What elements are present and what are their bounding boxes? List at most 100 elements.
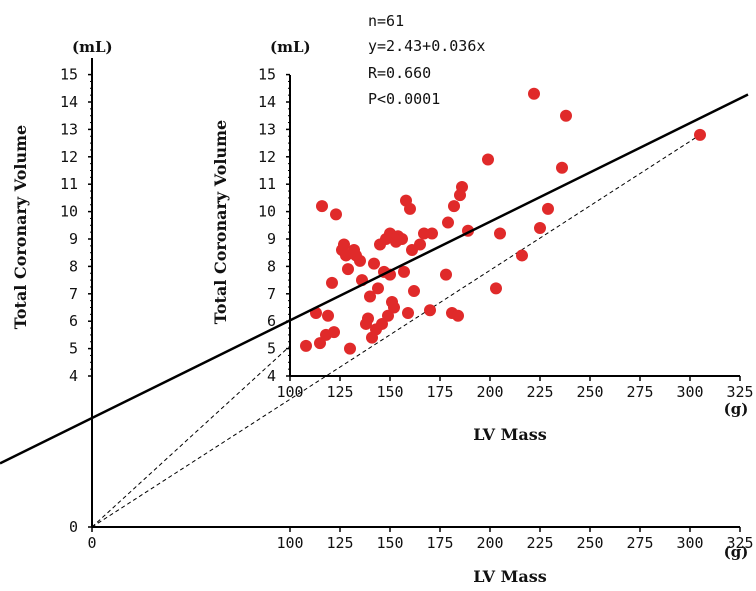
inner-x-tick-label: 100 xyxy=(276,383,303,401)
inner-x-axis-title: LV Mass xyxy=(473,425,546,444)
data-point xyxy=(534,222,546,235)
data-point xyxy=(300,339,312,352)
inner-y-tick-label: 15 xyxy=(258,66,276,84)
inner-x-tick-label: 125 xyxy=(326,383,353,401)
outer-y-unit: (mL) xyxy=(72,38,113,56)
outer-y-tick-label: 4 xyxy=(69,367,78,385)
data-point xyxy=(338,238,350,251)
data-point xyxy=(402,306,414,319)
annotation-r: R=0.660 xyxy=(368,64,431,82)
data-point xyxy=(372,282,384,295)
data-point xyxy=(368,257,380,270)
reference-line-origin-to-inset xyxy=(91,345,291,528)
inner-x-tick-label: 225 xyxy=(526,383,553,401)
outer-x-axis-title: LV Mass xyxy=(473,567,546,586)
data-point xyxy=(364,290,376,303)
outer-y-tick-label: 8 xyxy=(69,257,78,275)
inner-y-unit: (mL) xyxy=(270,38,311,56)
data-point xyxy=(322,309,334,322)
outer-x-tick-label: 225 xyxy=(526,534,553,552)
data-point xyxy=(556,161,568,174)
data-point xyxy=(452,309,464,322)
inner-y-tick-label: 9 xyxy=(267,230,276,248)
data-point xyxy=(560,109,572,122)
outer-x-tick-label: 0 xyxy=(87,534,96,552)
data-point xyxy=(396,233,408,245)
inner-x-tick-label: 150 xyxy=(376,383,403,401)
outer-x-tick-label: 325 xyxy=(726,534,753,552)
inner-y-tick-label: 14 xyxy=(258,93,276,111)
inner-x-unit: (g) xyxy=(724,400,749,418)
outer-y-axis-title: Total Coronary Volume xyxy=(11,125,30,329)
inner-y-tick-label: 10 xyxy=(258,203,276,221)
outer-y-tick-label: 5 xyxy=(69,340,78,358)
outer-y-tick-label: 14 xyxy=(60,93,78,111)
data-point xyxy=(362,312,374,325)
data-point xyxy=(494,227,506,240)
data-point xyxy=(414,238,426,251)
data-point xyxy=(330,208,342,221)
data-point xyxy=(354,254,366,267)
data-point xyxy=(316,200,328,213)
inner-y-axis-title: Total Coronary Volume xyxy=(211,120,230,324)
outer-y-tick-label: 9 xyxy=(69,230,78,248)
data-point xyxy=(314,337,326,350)
data-point xyxy=(440,268,452,281)
outer-x-tick-label: 275 xyxy=(626,534,653,552)
data-point xyxy=(528,87,540,100)
data-point xyxy=(482,153,494,166)
data-point xyxy=(388,301,400,314)
outer-x-tick-label: 250 xyxy=(576,534,603,552)
inner-x-tick-label: 275 xyxy=(626,383,653,401)
data-point xyxy=(490,282,502,295)
outer-y-tick-label: 10 xyxy=(60,203,78,221)
outer-x-tick-label: 300 xyxy=(676,534,703,552)
inner-x-tick-label: 300 xyxy=(676,383,703,401)
regression-line xyxy=(0,93,749,465)
inner-y-tick-label: 8 xyxy=(267,257,276,275)
data-point xyxy=(328,326,340,339)
outer-x-tick-label: 175 xyxy=(426,534,453,552)
data-point xyxy=(408,285,420,298)
outer-y-tick-label: 6 xyxy=(69,312,78,330)
reference-line-origin-to-max xyxy=(91,134,701,528)
data-point xyxy=(398,265,410,278)
data-point xyxy=(542,202,554,215)
inner-y-tick-label: 12 xyxy=(258,148,276,166)
inner-x-tick-label: 175 xyxy=(426,383,453,401)
inner-x-tick-label: 325 xyxy=(726,383,753,401)
outer-x-unit: (g) xyxy=(724,543,749,561)
outer-y-tick-label: 12 xyxy=(60,148,78,166)
outer-y-tick-label: 13 xyxy=(60,120,78,138)
data-point xyxy=(344,342,356,355)
data-point xyxy=(516,249,528,262)
annotation-equation: y=2.43+0.036x xyxy=(368,37,485,55)
inner-y-tick-label: 13 xyxy=(258,120,276,138)
data-point xyxy=(442,216,454,229)
outer-x-tick-label: 200 xyxy=(476,534,503,552)
data-point xyxy=(426,227,438,240)
data-point xyxy=(424,304,436,317)
data-point xyxy=(376,317,388,330)
inner-y-tick-label: 6 xyxy=(267,312,276,330)
data-point xyxy=(326,276,338,289)
outer-y-tick-label: 0 xyxy=(69,518,78,536)
outer-x-tick-label: 150 xyxy=(376,534,403,552)
annotation-p: P<0.0001 xyxy=(368,90,440,108)
data-point xyxy=(404,202,416,215)
data-point xyxy=(382,309,394,322)
inner-y-tick-label: 7 xyxy=(267,285,276,303)
data-point xyxy=(448,200,460,213)
outer-x-tick-label: 100 xyxy=(276,534,303,552)
inner-y-tick-label: 5 xyxy=(267,340,276,358)
outer-y-tick-label: 15 xyxy=(60,66,78,84)
inner-y-tick-label: 11 xyxy=(258,175,276,193)
outer-y-tick-label: 7 xyxy=(69,285,78,303)
inner-x-tick-label: 200 xyxy=(476,383,503,401)
annotation-n: n=61 xyxy=(368,12,404,30)
data-point xyxy=(456,180,468,193)
inner-y-tick-label: 4 xyxy=(267,367,276,385)
outer-x-tick-label: 125 xyxy=(326,534,353,552)
